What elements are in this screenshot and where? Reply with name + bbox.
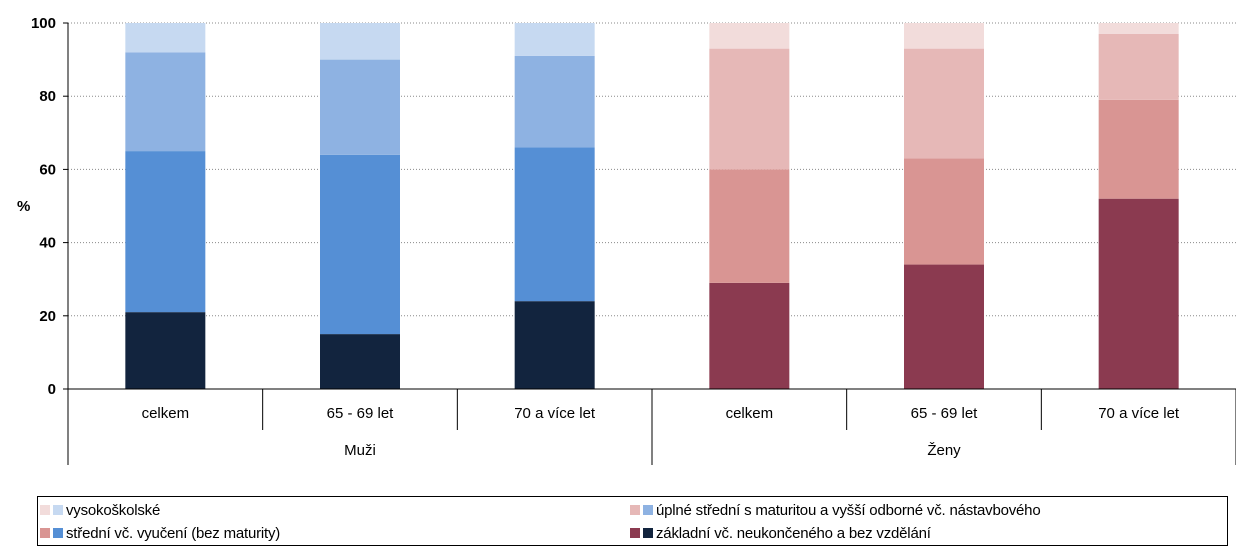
bar-segment bbox=[904, 48, 984, 159]
x-tick-label: celkem bbox=[142, 405, 190, 422]
bar-segment bbox=[514, 23, 595, 56]
bar-segment bbox=[125, 52, 206, 152]
bar-segment bbox=[320, 23, 400, 60]
legend-swatch-women bbox=[630, 505, 640, 515]
bar-segment bbox=[709, 282, 790, 389]
legend-swatch-men bbox=[53, 505, 63, 515]
y-tick-label: 100 bbox=[31, 15, 56, 32]
legend-item-zakladni: základní vč. neukončeného a bez vzdělání bbox=[630, 523, 931, 543]
bar-segment bbox=[514, 55, 595, 148]
y-tick-label: 80 bbox=[39, 88, 56, 105]
bar-segment bbox=[709, 48, 790, 170]
legend-label: střední vč. vyučení (bez maturity) bbox=[66, 524, 281, 542]
bar-segment bbox=[1098, 99, 1179, 199]
bar-segment bbox=[1098, 23, 1179, 34]
y-tick-label: 60 bbox=[39, 161, 56, 178]
x-tick-label: 70 a více let bbox=[1098, 405, 1180, 422]
legend: vysokoškolské střední vč. vyučení (bez m… bbox=[37, 496, 1228, 546]
group-label: Ženy bbox=[927, 442, 961, 459]
y-axis-label: % bbox=[17, 198, 30, 215]
bar-segment bbox=[904, 23, 984, 49]
bar-segment bbox=[709, 23, 790, 49]
bar-segment bbox=[514, 301, 595, 389]
legend-label: úplné střední s maturitou a vyšší odborn… bbox=[656, 501, 1041, 519]
bar-segment bbox=[1098, 33, 1179, 100]
legend-swatch-men bbox=[643, 528, 653, 538]
legend-item-uplne-stredni: úplné střední s maturitou a vyšší odborn… bbox=[630, 500, 1041, 520]
bar-segment bbox=[125, 151, 206, 313]
group-label: Muži bbox=[344, 442, 376, 459]
gridlines bbox=[68, 22, 1236, 317]
bar-segment bbox=[1098, 198, 1179, 389]
legend-swatch-women bbox=[40, 528, 50, 538]
legend-item-vysokoskolske: vysokoškolské bbox=[40, 500, 160, 520]
legend-swatch-women bbox=[40, 505, 50, 515]
bar-segment bbox=[320, 334, 400, 389]
bar-segment bbox=[514, 147, 595, 302]
legend-swatch-men bbox=[643, 505, 653, 515]
legend-item-stredni: střední vč. vyučení (bez maturity) bbox=[40, 523, 280, 543]
bar-segment bbox=[904, 264, 984, 389]
axis-labels: 0 20 40 60 80 100 celkem 65 - 69 let 70 a více l… bbox=[31, 15, 1180, 459]
legend-label: základní vč. neukončeného a bez vzdělání bbox=[656, 524, 931, 542]
x-tick-label: celkem bbox=[726, 405, 774, 422]
x-tick-label: 70 a více let bbox=[514, 405, 596, 422]
legend-swatch-men bbox=[53, 528, 63, 538]
x-tick-label: 65 - 69 let bbox=[911, 405, 979, 422]
legend-label: vysokoškolské bbox=[66, 501, 161, 519]
bars bbox=[125, 23, 1179, 389]
y-tick-label: 20 bbox=[39, 308, 56, 325]
bar-segment bbox=[320, 154, 400, 335]
bar-segment bbox=[125, 312, 206, 389]
bar-segment bbox=[125, 23, 206, 53]
x-tick-label: 65 - 69 let bbox=[327, 405, 395, 422]
y-tick-label: 40 bbox=[39, 235, 56, 252]
y-tick-label: 0 bbox=[48, 381, 56, 398]
stacked-bar-chart: % 0 20 40 60 80 100 celkem 65 - 69 let 70 a více… bbox=[17, 15, 1236, 465]
bar-segment bbox=[904, 158, 984, 265]
axes bbox=[63, 22, 1236, 465]
legend-swatch-women bbox=[630, 528, 640, 538]
bar-segment bbox=[709, 169, 790, 283]
bar-segment bbox=[320, 59, 400, 155]
